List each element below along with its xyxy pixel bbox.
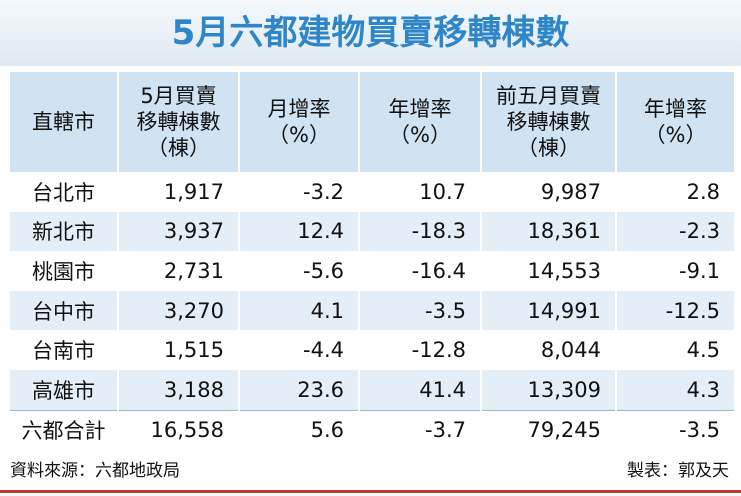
footer: 資料來源：六都地政局 製表：郭及天 — [10, 456, 729, 481]
title: 5月六都建物買賣移轉棟數 — [0, 0, 741, 66]
cell: -9.1 — [615, 251, 734, 291]
cell: -16.4 — [358, 251, 481, 291]
table-row: 台北市 1,917 -3.2 10.7 9,987 2.8 — [8, 172, 734, 212]
cell: 3,937 — [117, 211, 239, 252]
column-header: 月增率 （%） — [238, 72, 359, 172]
cell: 1,515 — [117, 330, 239, 370]
header-line: 移轉棟數 — [506, 110, 591, 134]
credit: 製表：郭及天 — [627, 461, 729, 481]
header-line: （%） — [389, 123, 451, 147]
cell: 4.5 — [615, 330, 734, 370]
column-header: 前五月買賣 移轉棟數 （棟） — [480, 72, 616, 172]
cell: 2.8 — [615, 172, 734, 212]
header-line: 年增率 — [644, 97, 707, 121]
cell: 10.7 — [358, 172, 481, 212]
cell: -12.5 — [615, 290, 734, 331]
cell: -3.7 — [358, 409, 481, 451]
cell: -12.8 — [358, 330, 481, 370]
header-line: 直轄市 — [32, 110, 95, 134]
cell: 14,553 — [480, 251, 616, 291]
cell: 3,188 — [117, 369, 239, 411]
cell: -3.2 — [238, 172, 359, 212]
header-line: 年增率 — [388, 97, 452, 121]
cell: 18,361 — [480, 211, 616, 252]
header-line: 月增率 — [267, 97, 331, 121]
cell: 5.6 — [238, 409, 359, 451]
row-label: 新北市 — [8, 211, 118, 252]
cell: 2,731 — [117, 251, 239, 291]
table-row: 新北市 3,937 12.4 -18.3 18,361 -2.3 — [8, 211, 734, 252]
cell: 79,245 — [480, 409, 616, 451]
cell: 4.1 — [238, 290, 359, 331]
column-header: 5月買賣 移轉棟數 （棟） — [117, 72, 239, 172]
row-label: 台南市 — [8, 330, 118, 370]
cell: 9,987 — [480, 172, 616, 212]
cell: -18.3 — [358, 211, 481, 252]
cell: 8,044 — [480, 330, 616, 370]
cell: 1,917 — [117, 172, 239, 212]
header-line: （%） — [644, 123, 707, 147]
cell: 41.4 — [358, 369, 481, 411]
cell: 13,309 — [480, 369, 616, 411]
cell: -4.4 — [238, 330, 359, 370]
cell: -3.5 — [615, 409, 734, 451]
table-row: 高雄市 3,188 23.6 41.4 13,309 4.3 — [8, 369, 734, 411]
cell: -5.6 — [238, 251, 359, 291]
header-line: 5月買賣 — [140, 84, 217, 108]
cell: 23.6 — [238, 369, 359, 411]
column-header: 直轄市 — [8, 72, 118, 172]
source: 資料來源：六都地政局 — [10, 461, 180, 481]
header-row: 直轄市 5月買賣 移轉棟數 （棟） 月增率 （%） 年增率 （%） 前五月買賣 移轉棟數 （棟） 年增… — [8, 72, 734, 172]
row-label: 桃園市 — [8, 251, 118, 291]
cell: -2.3 — [615, 211, 734, 252]
table-row: 六都合計 16,558 5.6 -3.7 79,245 -3.5 — [8, 409, 734, 451]
cell: 4.3 — [615, 369, 734, 411]
row-label: 六都合計 — [8, 409, 118, 451]
column-header: 年增率 （%） — [615, 72, 734, 172]
bottom-rule — [0, 490, 741, 493]
column-header: 年增率 （%） — [358, 72, 481, 172]
table-row: 台南市 1,515 -4.4 -12.8 8,044 4.5 — [8, 330, 734, 370]
row-label: 台北市 — [8, 172, 118, 212]
header-line: （棟） — [147, 136, 210, 160]
header-line: （%） — [268, 123, 330, 147]
cell: 14,991 — [480, 290, 616, 331]
cell: 12.4 — [238, 211, 359, 252]
header-line: （棟） — [517, 136, 580, 160]
table-body: 台北市 1,917 -3.2 10.7 9,987 2.8 新北市 3,937 12.4 -18.… — [8, 172, 734, 451]
cell: -3.5 — [358, 290, 481, 331]
row-label: 高雄市 — [8, 369, 118, 411]
header-line: 前五月買賣 — [496, 84, 601, 108]
table: 直轄市 5月買賣 移轉棟數 （棟） 月增率 （%） 年增率 （%） 前五月買賣 移轉棟數 （棟） 年增… — [8, 72, 734, 451]
cell: 3,270 — [117, 290, 239, 331]
header-line: 移轉棟數 — [136, 110, 221, 134]
table-row: 台中市 3,270 4.1 -3.5 14,991 -12.5 — [8, 290, 734, 331]
row-label: 台中市 — [8, 290, 118, 331]
table-row: 桃園市 2,731 -5.6 -16.4 14,553 -9.1 — [8, 251, 734, 291]
cell: 16,558 — [117, 409, 239, 451]
